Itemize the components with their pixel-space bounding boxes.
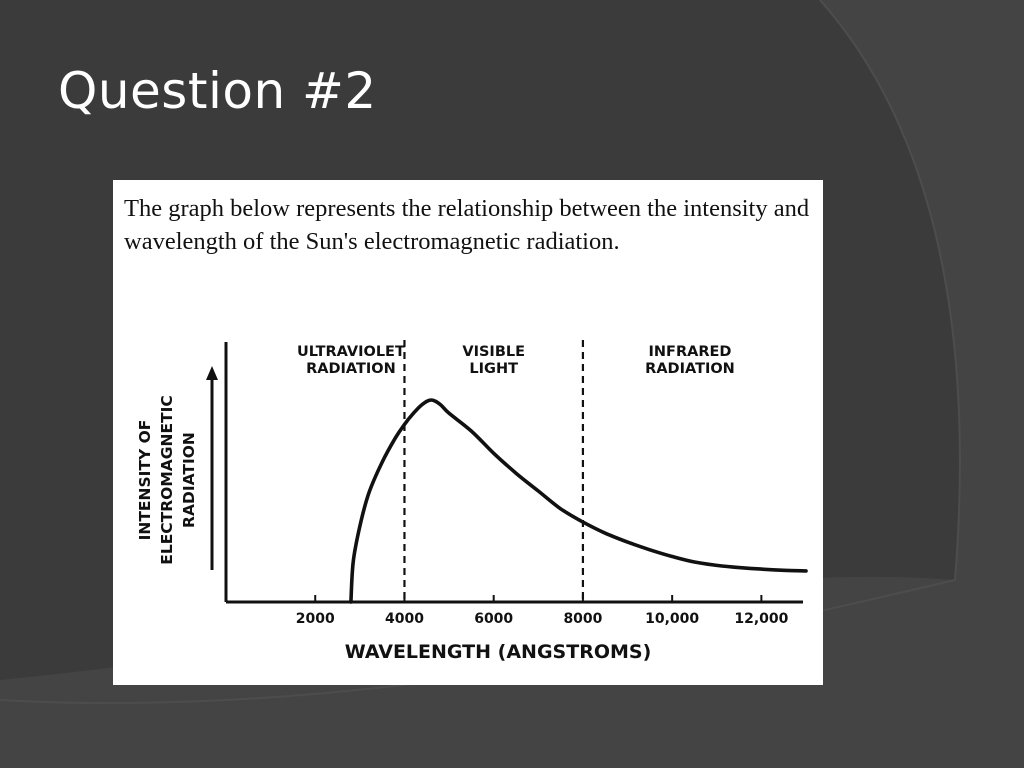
region-label: RADIATION [306, 361, 396, 377]
x-tick-label: 12,000 [734, 611, 788, 627]
question-text: The graph below represents the relations… [124, 195, 810, 255]
region-label: INFRARED [649, 344, 732, 360]
y-axis-label: ELECTROMAGNETIC [158, 395, 176, 565]
x-tick-label: 6000 [474, 611, 513, 627]
y-axis-arrow-head [206, 366, 218, 380]
background-arc-line [0, 0, 961, 705]
x-tick-label: 8000 [563, 611, 602, 627]
intensity-curve [349, 398, 808, 604]
x-tick-label: 10,000 [645, 611, 699, 627]
region-label: RADIATION [645, 361, 735, 377]
region-label: ULTRAVIOLET [297, 344, 405, 360]
y-axis-label: RADIATION [180, 432, 198, 528]
intensity-wavelength-chart: 2000 4000 6000 8000 10,000 12,000ULTRAVIOLETR… [136, 340, 808, 663]
x-axis-label: WAVELENGTH (ANGSTROMS) [345, 641, 652, 663]
slide-title: Question #2 [58, 62, 377, 120]
x-tick-label: 4000 [385, 611, 424, 627]
region-label: LIGHT [469, 361, 518, 377]
region-label: VISIBLE [462, 344, 525, 360]
question-figure: The graph below represents the relations… [113, 180, 823, 685]
x-tick-label: 2000 [296, 611, 335, 627]
y-axis-label: INTENSITY OF [136, 420, 154, 541]
